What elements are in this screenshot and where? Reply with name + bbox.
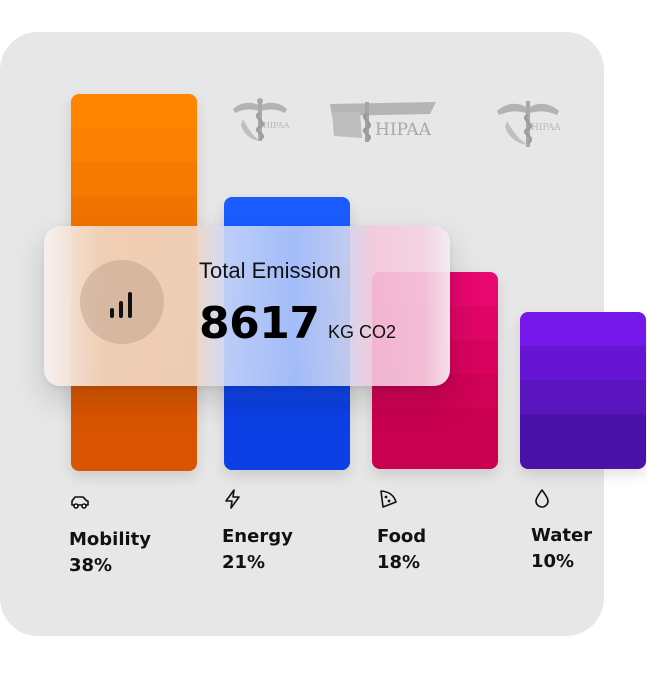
watermark-text: HIPAA (531, 123, 561, 133)
bar-band (224, 401, 350, 436)
category-name: Water (531, 525, 593, 546)
bar-band (520, 380, 646, 415)
bar-band (71, 128, 197, 163)
bar-band (71, 400, 197, 435)
bar-band (224, 469, 350, 470)
category-water[interactable]: Water 10% (531, 487, 647, 575)
bar-band (71, 94, 197, 129)
category-food[interactable]: Food 18% (377, 488, 507, 576)
bar-band (520, 448, 646, 469)
card-title: Total Emission (199, 258, 341, 283)
category-name: Energy (222, 526, 293, 547)
category-mobility[interactable]: Mobility 38% (69, 491, 199, 579)
bar-band (224, 435, 350, 470)
emission-unit: KG CO2 (328, 322, 397, 342)
hipaa-logo: HIPAA (330, 98, 448, 144)
water-drop-icon (535, 489, 549, 508)
watermark-text: HIPAA (263, 121, 290, 130)
category-energy[interactable]: Energy 21% (222, 488, 352, 576)
lightning-icon (225, 489, 240, 509)
category-name: Mobility (69, 529, 152, 550)
pizza-slice-icon (380, 490, 397, 508)
bar-band (71, 196, 197, 231)
bar-band (71, 434, 197, 469)
category-percent: 21% (222, 552, 266, 573)
bar-chart-icon (80, 260, 164, 344)
hipaa-logo: HIPAA (229, 95, 291, 145)
category-name: Food (377, 526, 427, 547)
total-emission-value: 8617 (199, 298, 320, 349)
category-percent: 38% (69, 555, 113, 576)
bar-band (372, 442, 498, 469)
bar-band (520, 312, 646, 347)
bar-band (71, 162, 197, 197)
bar-band (520, 414, 646, 449)
bar-band (372, 408, 498, 443)
category-percent: 18% (377, 552, 421, 573)
hipaa-logo: HIPAA (493, 95, 563, 151)
watermark-text: HIPAA (375, 120, 431, 140)
car-icon (71, 496, 89, 509)
bar-band (71, 468, 197, 471)
category-percent: 10% (531, 551, 575, 572)
total-emission-card: Total Emission 8617 KG CO2 (44, 226, 450, 386)
bar-band (520, 346, 646, 381)
bar-water[interactable] (520, 312, 646, 469)
